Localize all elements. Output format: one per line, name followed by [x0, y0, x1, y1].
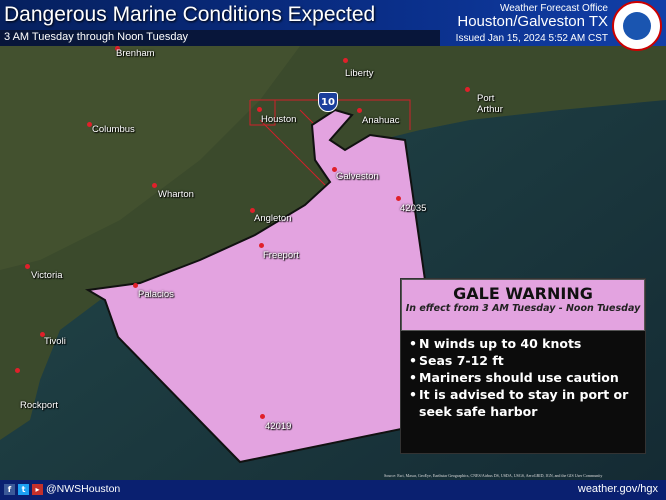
city-label: Freeport	[263, 250, 299, 261]
city-dot	[257, 107, 262, 112]
city-dot	[152, 183, 157, 188]
office-label: Weather Forecast Office	[499, 3, 608, 14]
city-dot	[87, 122, 92, 127]
city-dot	[343, 58, 348, 63]
facebook-icon[interactable]: f	[4, 484, 15, 495]
youtube-icon[interactable]: ▸	[32, 484, 43, 495]
city-label: Galveston	[336, 171, 379, 182]
page-title: Dangerous Marine Conditions Expected	[4, 3, 376, 26]
city-label: Liberty	[345, 68, 374, 79]
website-link[interactable]: weather.gov/hgx	[577, 483, 658, 495]
city-label: Houston	[261, 114, 297, 125]
time-range: 3 AM Tuesday through Noon Tuesday	[4, 31, 189, 43]
subtitle-bar	[0, 30, 440, 46]
city-dot	[40, 332, 45, 337]
gale-warning-area	[84, 108, 447, 464]
warning-bullet: Mariners should use caution	[409, 369, 639, 386]
map-source-credit: Source: Esri, Maxar, GeoEye, Earthstar G…	[384, 473, 603, 478]
warning-bullet: Seas 7-12 ft	[409, 352, 639, 369]
city-dot	[133, 283, 138, 288]
office-name: Houston/Galveston TX	[457, 13, 608, 30]
interstate-10-shield-icon: 10	[318, 92, 338, 112]
buoy-label: 42019	[265, 421, 292, 432]
warning-bullet: It is advised to stay in port or seek sa…	[409, 386, 639, 420]
city-dot	[115, 46, 120, 51]
city-label: Wharton	[158, 189, 194, 200]
city-dot	[465, 87, 470, 92]
city-dot	[15, 368, 20, 373]
city-dot	[259, 243, 264, 248]
city-dot	[25, 264, 30, 269]
city-label: Angleton	[254, 213, 292, 224]
footer-bar	[0, 480, 666, 500]
warning-header: GALE WARNING In effect from 3 AM Tuesday…	[401, 279, 645, 331]
gale-warning-box: GALE WARNING In effect from 3 AM Tuesday…	[400, 278, 646, 454]
city-label: Port Arthur	[477, 93, 503, 115]
city-label: Tivoli	[44, 336, 66, 347]
city-label: Victoria	[31, 270, 63, 281]
city-dot	[332, 167, 337, 172]
buoy-dot	[396, 196, 401, 201]
warning-effective: In effect from 3 AM Tuesday - Noon Tuesd…	[405, 303, 641, 314]
buoy-dot	[260, 414, 265, 419]
social-handle[interactable]: @NWSHouston	[46, 483, 121, 495]
city-dot	[357, 108, 362, 113]
twitter-icon[interactable]: t	[18, 484, 29, 495]
buoy-label: 42035	[400, 203, 427, 214]
city-label-line: Port	[477, 93, 495, 104]
warning-bullet: N winds up to 40 knots	[409, 335, 639, 352]
county-boundaries	[249, 99, 411, 191]
city-label: Palacios	[138, 289, 174, 300]
city-label: Anahuac	[362, 115, 400, 126]
city-label-line: Arthur	[477, 104, 503, 115]
nws-logo-icon	[612, 1, 662, 51]
issued-time: Issued Jan 15, 2024 5:52 AM CST	[455, 33, 608, 44]
warning-bullets: N winds up to 40 knots Seas 7-12 ft Mari…	[401, 331, 645, 420]
city-label: Columbus	[92, 124, 135, 135]
city-label: Rockport	[20, 400, 59, 411]
land-highlight	[0, 46, 300, 270]
city-label: Brenham	[116, 48, 155, 59]
city-dot	[250, 208, 255, 213]
warning-title: GALE WARNING	[453, 284, 593, 303]
